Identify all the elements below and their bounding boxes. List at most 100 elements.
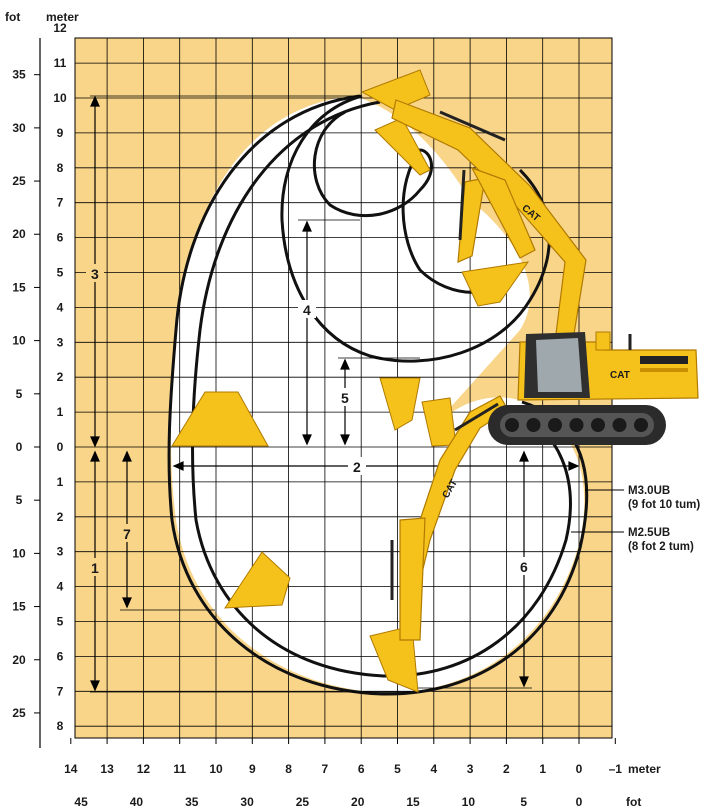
meter-v-tick-label: 12 — [53, 21, 67, 35]
bucket-left — [171, 391, 269, 447]
feet-v-tick-label: 35 — [12, 68, 26, 82]
meter-v-tick-label: 6 — [57, 231, 64, 245]
meter-v-tick-label: 0 — [57, 440, 64, 454]
legend: M3.0UB (9 fot 10 tum) M2.5UB (8 fot 2 tu… — [571, 485, 700, 553]
feet-h-tick-label: 25 — [296, 795, 310, 809]
bucket-lower-left — [224, 551, 291, 609]
feet-v-tick-label: 20 — [12, 653, 26, 667]
meter-h-tick-label: 9 — [249, 762, 256, 776]
meter-v-tick-label: 1 — [57, 405, 64, 419]
meter-v-tick-label: 3 — [57, 335, 64, 349]
meter-axis-marks — [70, 738, 616, 744]
dimension-label-7: 7 — [123, 526, 131, 542]
feet-v-tick-label: 5 — [16, 493, 23, 507]
meter-h-tick-label: 4 — [430, 762, 437, 776]
excavator-body — [488, 331, 699, 445]
track-roller — [569, 418, 584, 432]
feet-horizontal-tick-labels: 45 40 35 30 25 20 15 10 5 0 — [74, 795, 582, 809]
legend-m25ub-detail: (8 fot 2 tum) — [628, 541, 694, 553]
legend-m30ub-detail: (9 fot 10 tum) — [628, 499, 700, 511]
feet-v-tick-label: 15 — [12, 280, 26, 294]
meter-h-tick-label: 13 — [100, 762, 114, 776]
reach-envelopes — [167, 94, 589, 696]
dimension-label-4: 4 — [303, 302, 311, 318]
meter-h-tick-label: 14 — [64, 762, 78, 776]
meter-v-tick-label: 11 — [54, 56, 67, 70]
feet-axis-ticks — [34, 74, 40, 714]
feet-h-tick-label: 35 — [185, 795, 199, 809]
bucket-top — [360, 69, 431, 111]
meter-v-tick-label: 9 — [57, 126, 64, 140]
feet-h-tick-label: 45 — [74, 795, 88, 809]
envelope-m30ub — [167, 94, 589, 696]
meter-v-tick-label: 5 — [57, 266, 64, 280]
bottom-meter-axis-title: meter — [628, 762, 661, 776]
feet-h-tick-label: 5 — [520, 795, 527, 809]
meter-v-tick-label: 6 — [57, 649, 64, 663]
meter-v-tick-label: 7 — [57, 684, 64, 698]
meter-v-tick-label: 10 — [53, 91, 67, 105]
meter-v-tick-label: 5 — [57, 615, 64, 629]
meter-h-tick-label: 5 — [394, 762, 401, 776]
meter-h-tick-label: –1 — [609, 762, 623, 776]
feet-v-tick-label: 25 — [12, 174, 26, 188]
feet-h-tick-label: 30 — [240, 795, 254, 809]
feet-v-tick-label: 30 — [12, 121, 26, 135]
feet-v-tick-label: 0 — [16, 440, 23, 454]
meter-v-tick-label: 7 — [57, 196, 64, 210]
bucket-upper-curl — [374, 117, 431, 176]
feet-v-tick-label: 20 — [12, 227, 26, 241]
track-roller — [526, 418, 541, 432]
meter-h-tick-label: 11 — [173, 762, 186, 776]
track-roller — [548, 418, 562, 432]
legend-m30ub-name: M3.0UB — [628, 485, 670, 497]
track-roller — [591, 418, 605, 432]
meter-v-tick-label: 4 — [57, 580, 64, 594]
bottom-feet-axis-title: fot — [626, 795, 641, 809]
feet-v-tick-label: 5 — [16, 387, 23, 401]
envelope-m25ub — [191, 100, 572, 678]
meter-h-tick-label: 8 — [285, 762, 292, 776]
meter-v-tick-label: 8 — [57, 719, 64, 733]
brand-logo-body: CAT — [610, 370, 630, 381]
meter-h-tick-label: 10 — [209, 762, 223, 776]
track-rollers — [505, 418, 648, 432]
meter-h-tick-label: 0 — [576, 762, 583, 776]
meter-v-tick-label: 3 — [57, 545, 64, 559]
track-roller — [505, 418, 519, 432]
meter-h-tick-label: 7 — [322, 762, 329, 776]
meter-h-tick-label: 2 — [503, 762, 510, 776]
dimension-label-boxes — [86, 264, 533, 576]
dimension-label-6: 6 — [520, 559, 528, 575]
inner-reach-curve-2 — [312, 110, 522, 294]
feet-vertical-tick-labels: 35 30 25 20 15 10 5 0 5 10 15 20 25 — [12, 68, 26, 720]
meter-v-tick-label: 8 — [57, 161, 64, 175]
feet-v-tick-label: 10 — [12, 334, 26, 348]
feet-h-tick-label: 20 — [351, 795, 365, 809]
feet-v-tick-label: 10 — [12, 546, 26, 560]
feet-h-tick-label: 40 — [130, 795, 144, 809]
bucket-positions — [171, 69, 530, 693]
left-meter-axis-title: meter — [46, 10, 79, 24]
meter-v-tick-label: 2 — [57, 370, 64, 384]
feet-h-tick-label: 10 — [462, 795, 476, 809]
bucket-bottom — [369, 625, 419, 693]
feet-v-tick-label: 15 — [12, 600, 26, 614]
meter-v-tick-label: 2 — [57, 510, 64, 524]
legend-m25ub-name: M2.5UB — [628, 527, 670, 539]
feet-h-tick-label: 15 — [406, 795, 420, 809]
dimension-label-5: 5 — [341, 390, 349, 406]
dimension-label-3: 3 — [91, 266, 99, 282]
meter-h-tick-label: 12 — [137, 762, 151, 776]
feet-v-tick-label: 25 — [12, 706, 26, 720]
bucket-center-1 — [379, 377, 421, 431]
meter-h-tick-label: 1 — [539, 762, 546, 776]
track-roller — [612, 418, 627, 432]
dimension-label-1: 1 — [91, 560, 99, 576]
meter-v-tick-label: 1 — [57, 475, 64, 489]
feet-h-tick-label: 0 — [576, 795, 583, 809]
meter-h-tick-label: 3 — [467, 762, 474, 776]
bucket-mid-right — [461, 261, 530, 307]
